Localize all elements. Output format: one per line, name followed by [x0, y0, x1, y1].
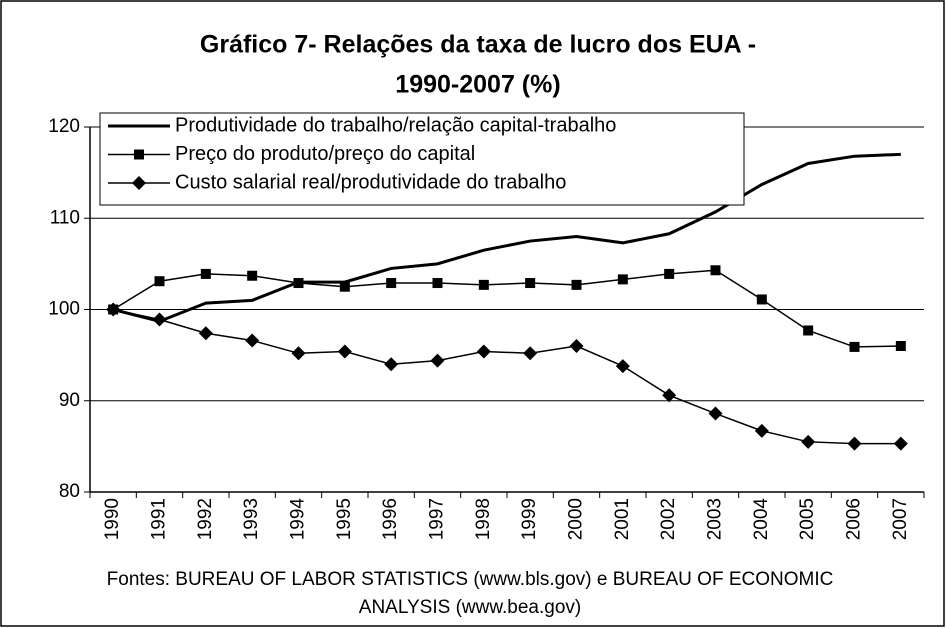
- data-point: [708, 406, 723, 421]
- data-point: [615, 359, 630, 374]
- data-point: [662, 388, 677, 403]
- legend-marker: [132, 176, 146, 190]
- x-tick-label: 1995: [334, 498, 355, 540]
- data-point: [710, 265, 721, 276]
- data-point: [106, 302, 121, 317]
- data-point: [754, 423, 769, 438]
- data-point: [893, 436, 908, 451]
- x-tick-label: 1993: [241, 498, 262, 540]
- data-point: [293, 278, 304, 289]
- x-tick-label: 2005: [797, 498, 818, 540]
- y-tick-label: 80: [59, 481, 80, 502]
- data-point: [478, 279, 489, 290]
- x-tick-label: 2002: [658, 498, 679, 540]
- data-point: [525, 278, 536, 289]
- data-point: [617, 274, 628, 285]
- data-point: [152, 312, 167, 327]
- data-point: [337, 344, 352, 359]
- legend-label: Produtividade do trabalho/relação capita…: [175, 114, 616, 136]
- legend: Produtividade do trabalho/relação capita…: [99, 112, 745, 206]
- data-point: [200, 268, 211, 279]
- x-tick-label: 1994: [288, 498, 309, 541]
- data-point: [386, 278, 397, 289]
- source-note: ANALYSIS (www.bea.gov): [359, 597, 581, 618]
- y-tick-label: 110: [50, 207, 80, 228]
- y-tick-label: 90: [59, 390, 80, 411]
- legend-box: [99, 112, 745, 206]
- data-point: [432, 278, 443, 289]
- series-line: [112, 152, 901, 323]
- source-note: Fontes: BUREAU OF LABOR STATISTICS (www.…: [107, 569, 834, 590]
- x-tick-label: 1998: [473, 498, 494, 540]
- data-point: [571, 279, 582, 290]
- x-tick-label: 1996: [380, 498, 401, 540]
- chart-title: Gráfico 7- Relações da taxa de lucro dos…: [200, 31, 756, 59]
- data-point: [847, 436, 862, 451]
- data-point: [569, 339, 584, 353]
- data-point: [245, 333, 260, 348]
- data-point: [154, 276, 165, 287]
- y-tick-label: 100: [48, 299, 80, 320]
- data-point: [803, 325, 814, 336]
- x-tick-label: 1992: [195, 498, 216, 540]
- x-tick-label: 1991: [149, 498, 170, 540]
- data-point: [801, 434, 816, 449]
- data-point: [291, 346, 306, 361]
- y-tick-label: 120: [48, 116, 80, 137]
- x-tick-label: 2000: [566, 498, 587, 540]
- x-tick-label: 1997: [427, 498, 448, 540]
- series-line: [113, 308, 901, 445]
- data-point: [849, 341, 860, 352]
- data-point: [895, 341, 906, 351]
- data-point: [476, 344, 491, 359]
- legend-label: Preço do produto/preço do capital: [175, 143, 475, 165]
- data-point: [756, 294, 767, 305]
- data-point: [664, 268, 675, 279]
- data-point: [198, 326, 213, 341]
- data-point: [339, 281, 350, 292]
- series-line: [112, 269, 901, 348]
- data-point: [384, 357, 399, 372]
- x-tick-label: 1999: [519, 498, 540, 540]
- data-point: [523, 346, 538, 361]
- data-point: [247, 270, 258, 281]
- x-tick-label: 1990: [102, 498, 123, 540]
- x-tick-label: 2004: [751, 498, 772, 541]
- chart-title: 1990-2007 (%): [395, 71, 560, 99]
- data-point: [430, 353, 445, 368]
- x-tick-label: 2003: [705, 498, 726, 540]
- legend-label: Custo salarial real/produtividade do tra…: [175, 171, 566, 193]
- x-tick-label: 2007: [890, 498, 911, 540]
- x-tick-label: 2006: [844, 498, 865, 540]
- x-tick-label: 2001: [612, 498, 633, 540]
- legend-marker: [134, 149, 144, 160]
